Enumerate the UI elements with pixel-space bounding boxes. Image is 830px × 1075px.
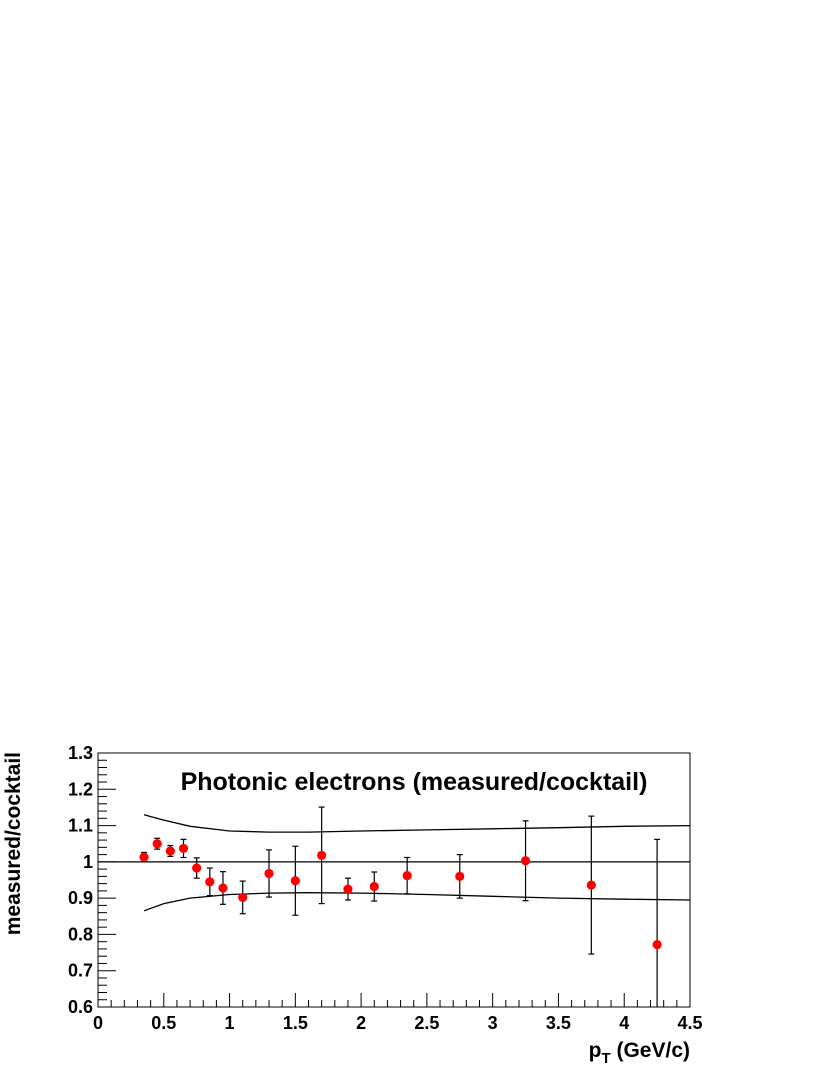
y-tick-label: 1 [83,852,93,872]
band-upper-curve [143,814,691,833]
x-tick-label: 2.5 [414,1013,439,1033]
data-point [152,839,162,849]
x-tick-label: 0 [93,1013,103,1033]
plot-frame [97,752,691,1008]
x-axis-label-main: p [589,1039,602,1062]
y-tick-labels: 0.6 0.7 0.8 0.9 1 1.1 1.2 1.3 [68,743,93,1017]
axis-ticks [97,752,691,1008]
data-point [369,881,379,892]
data-point [192,863,202,873]
x-tick-label: 4 [619,1013,629,1033]
data-point [343,884,353,894]
y-tick-label: 0.8 [68,924,93,944]
data-points [139,839,662,950]
data-point [317,850,327,860]
x-tick-label: 3 [488,1013,498,1033]
data-point [402,871,412,881]
data-point [586,880,596,890]
y-tick-label: 1.3 [68,743,93,763]
data-point [178,843,189,854]
data-point [165,846,175,856]
y-tick-label: 0.7 [68,961,93,981]
x-tick-label: 2 [356,1013,366,1033]
data-point [238,892,248,903]
x-tick-label: 1 [225,1013,235,1033]
x-axis-label: pT (GeV/c) [589,1039,690,1067]
x-tick-label: 1.5 [283,1013,308,1033]
data-point [218,883,228,893]
chart-title: Photonic electrons (measured/cocktail) [181,768,648,796]
data-point [520,856,531,866]
x-tick-label: 4.5 [677,1013,702,1033]
data-point [139,852,149,862]
y-tick-label: 1.2 [68,779,93,799]
data-point [652,939,662,950]
x-axis-label-units: (GeV/c) [611,1039,690,1062]
y-axis-label: measured/cocktail [2,752,25,935]
x-tick-label: 3.5 [546,1013,571,1033]
data-point [205,877,215,887]
y-tick-label: 0.6 [68,997,93,1017]
x-tick-labels: 0 0.5 1 1.5 2 2.5 3 3.5 4 4.5 [93,1013,703,1033]
data-point [455,871,465,881]
error-bars [141,806,661,1007]
x-tick-label: 0.5 [151,1013,176,1033]
band-lower-curve [143,892,691,912]
data-point [290,876,300,886]
y-tick-label: 0.9 [68,888,93,908]
x-axis-label-subscript: T [601,1050,610,1067]
y-tick-label: 1.1 [68,816,93,836]
data-point [264,868,274,879]
